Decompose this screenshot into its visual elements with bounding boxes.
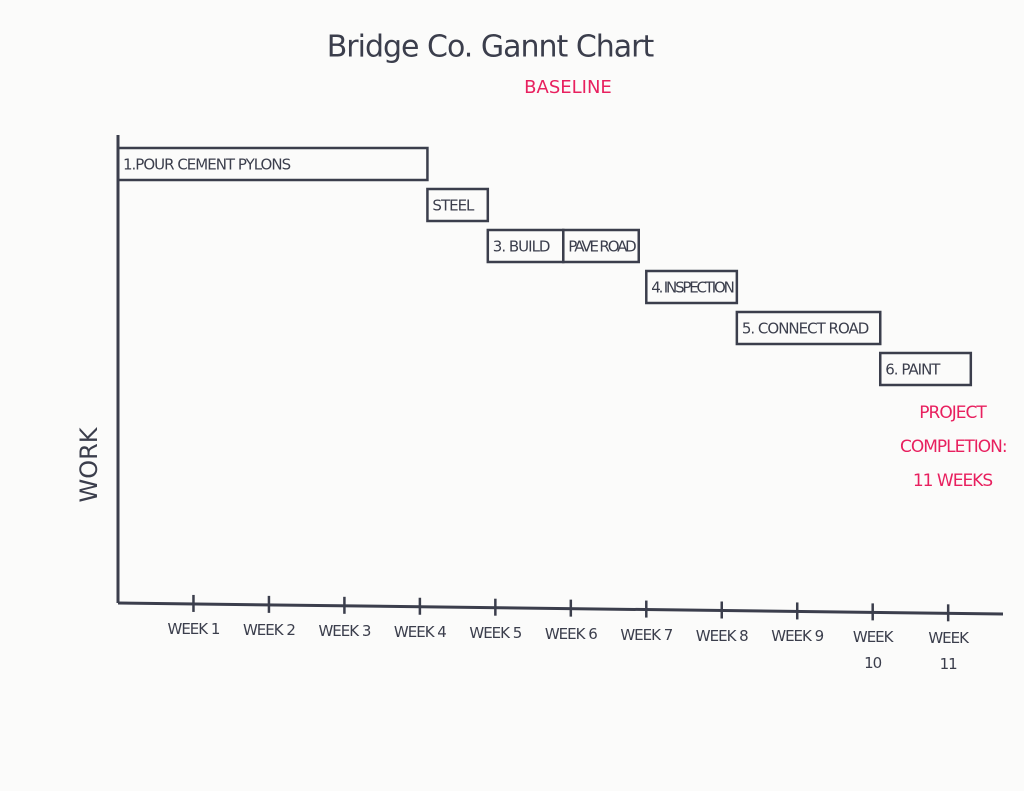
task-bar bbox=[426, 187, 490, 223]
x-axis bbox=[117, 601, 1004, 616]
x-tick-label: WEEK 10 bbox=[852, 628, 894, 673]
x-tick-label: WEEK 11 bbox=[928, 629, 969, 674]
chart-title: Bridge Co. Gannt Chart bbox=[327, 30, 655, 65]
task-bar bbox=[735, 310, 882, 346]
y-axis-label: WORK bbox=[75, 426, 103, 502]
task-label: 1.POUR CEMENT PYLONS bbox=[123, 156, 291, 174]
annotation-line: PROJECT bbox=[919, 403, 986, 423]
chart-subtitle: BASELINE bbox=[524, 77, 612, 98]
task-label: STEEL bbox=[432, 197, 475, 215]
task-label: 6. PAINT bbox=[885, 361, 941, 379]
x-tick-label: WEEK 6 bbox=[544, 624, 598, 643]
x-tick-label: WEEK 4 bbox=[393, 622, 447, 641]
task-bar bbox=[878, 351, 973, 387]
x-tick-label: WEEK 3 bbox=[318, 621, 371, 640]
x-tick-label: WEEK 2 bbox=[242, 620, 296, 639]
x-tick-label: WEEK 5 bbox=[469, 623, 522, 642]
task-label: 4. INSPECTION bbox=[651, 279, 734, 297]
annotation-line: COMPLETION: bbox=[900, 437, 1008, 457]
task-label: 3. BUILD bbox=[493, 238, 550, 256]
task-bar bbox=[116, 146, 429, 182]
x-tick-label: WEEK 7 bbox=[620, 625, 673, 644]
annotation: PROJECT COMPLETION: 11 WEEKS bbox=[900, 396, 1008, 498]
task-label: PAVE ROAD bbox=[568, 238, 636, 256]
x-tick-label: WEEK 9 bbox=[771, 627, 824, 646]
task-bar bbox=[645, 269, 739, 305]
x-tick-label: WEEK 8 bbox=[695, 626, 749, 645]
task-label: 5. CONNECT ROAD bbox=[742, 320, 869, 338]
annotation-line: 11 WEEKS bbox=[912, 471, 993, 491]
task-bar bbox=[562, 228, 640, 264]
x-tick-label: WEEK 1 bbox=[167, 619, 221, 638]
